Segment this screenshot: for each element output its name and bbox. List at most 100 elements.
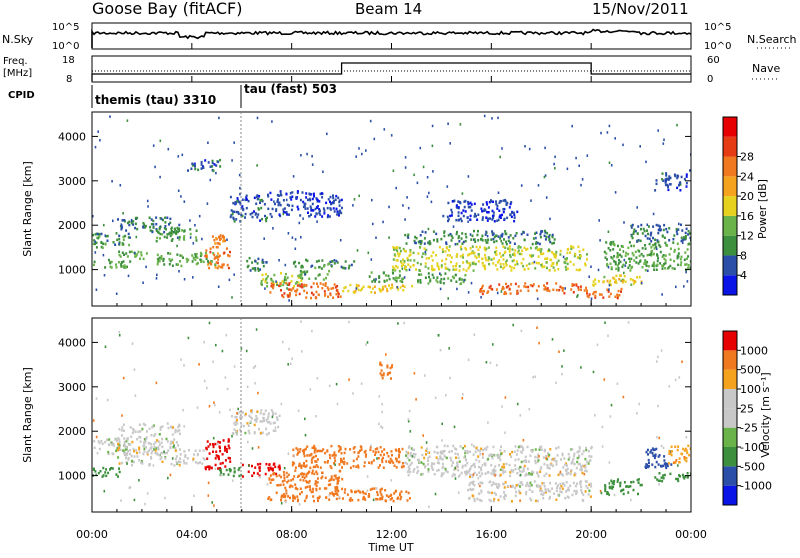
heatmap-cell: [611, 487, 614, 490]
heatmap-cell: [263, 203, 266, 206]
heatmap-cell: [260, 206, 263, 210]
heatmap-cell: [374, 451, 377, 454]
heatmap-cell: [385, 353, 387, 356]
heatmap-cell: [617, 289, 620, 293]
heatmap-cell: [110, 441, 113, 445]
heatmap-cell: [238, 173, 241, 177]
heatmap-cell: [102, 466, 105, 470]
heatmap-cell: [573, 489, 576, 493]
heatmap-cell: [525, 248, 527, 251]
heatmap-cell: [423, 242, 426, 245]
heatmap-cell: [392, 461, 395, 464]
heatmap-cell: [166, 233, 169, 236]
heatmap-cell: [594, 278, 597, 281]
heatmap-cell: [450, 464, 453, 467]
heatmap-cell: [646, 253, 649, 257]
heatmap-cell: [668, 175, 671, 178]
heatmap-cell: [421, 230, 424, 233]
heatmap-cell: [394, 254, 397, 258]
heatmap-cell: [578, 164, 580, 167]
heatmap-cell: [582, 248, 585, 251]
heatmap-cell: [642, 254, 645, 258]
heatmap-cell: [229, 195, 232, 199]
colorbar-tick-label: 1000: [740, 344, 768, 357]
heatmap-cell: [456, 461, 459, 464]
heatmap-cell: [677, 445, 680, 448]
heatmap-cell: [340, 460, 342, 464]
heatmap-cell: [454, 477, 457, 480]
heatmap-cell: [616, 296, 619, 300]
heatmap-cell: [298, 462, 301, 466]
heatmap-cell: [93, 439, 96, 443]
heatmap-cell: [542, 493, 545, 497]
heatmap-cell: [146, 430, 148, 433]
heatmap-cell: [314, 447, 317, 450]
heatmap-cell: [401, 462, 404, 465]
heatmap-cell: [585, 484, 588, 488]
heatmap-cell: [214, 442, 217, 446]
heatmap-cell: [689, 169, 691, 172]
heatmap-cell: [498, 209, 501, 212]
heatmap-cell: [408, 445, 411, 448]
heatmap-cell: [324, 451, 327, 455]
heatmap-cell: [673, 248, 676, 252]
heatmap-cell: [609, 243, 612, 246]
heatmap-cell: [553, 269, 556, 272]
heatmap-cell: [614, 260, 617, 264]
heatmap-cell: [672, 241, 675, 244]
heatmap-cell: [567, 488, 570, 492]
heatmap-cell: [618, 294, 621, 297]
heatmap-cell: [685, 449, 688, 452]
heatmap-cell: [663, 262, 666, 266]
heatmap-cell: [459, 201, 462, 205]
heatmap-cell: [456, 287, 458, 291]
heatmap-cell: [469, 201, 472, 205]
heatmap-cell: [441, 250, 444, 254]
heatmap-cell: [546, 282, 549, 285]
heatmap-cell: [374, 280, 377, 283]
heatmap-cell: [407, 206, 410, 210]
heatmap-cell: [162, 259, 165, 263]
heatmap-cell: [351, 498, 354, 502]
heatmap-cell: [442, 472, 445, 475]
heatmap-cell: [171, 233, 174, 236]
heatmap-cell: [460, 237, 463, 240]
heatmap-cell: [329, 260, 332, 264]
heatmap-cell: [259, 475, 261, 479]
heatmap-cell: [161, 233, 164, 236]
heatmap-cell: [551, 242, 554, 245]
heatmap-cell: [303, 448, 306, 452]
heatmap-cell: [214, 463, 217, 467]
heatmap-cell: [247, 424, 250, 427]
heatmap-cell: [217, 440, 220, 444]
heatmap-cell: [486, 234, 489, 238]
heatmap-cell: [201, 462, 204, 465]
heatmap-cell: [677, 252, 680, 255]
heatmap-cell: [603, 378, 606, 381]
heatmap-cell: [647, 458, 650, 462]
heatmap-cell: [400, 490, 403, 493]
heatmap-cell: [405, 490, 408, 493]
heatmap-cell: [94, 242, 96, 246]
heatmap-cell: [226, 263, 229, 267]
heatmap-cell: [328, 494, 331, 497]
heatmap-cell: [272, 421, 275, 425]
heatmap-cell: [310, 461, 313, 464]
heatmap-cell: [96, 232, 99, 236]
heatmap-cell: [389, 371, 392, 374]
heatmap-cell: [528, 473, 531, 477]
heatmap-cell: [154, 441, 157, 444]
heatmap-cell: [219, 158, 222, 162]
heatmap-cell: [185, 257, 188, 261]
heatmap-cell: [640, 253, 643, 256]
heatmap-cell: [288, 299, 290, 302]
heatmap-cell: [617, 262, 620, 265]
heatmap-cell: [450, 279, 453, 282]
heatmap-cell: [411, 284, 414, 288]
heatmap-cell: [321, 287, 324, 290]
heatmap-cell: [149, 229, 152, 232]
heatmap-cell: [543, 175, 546, 179]
heatmap-cell: [286, 475, 289, 478]
heatmap-cell: [328, 498, 331, 501]
heatmap-cell: [417, 252, 420, 255]
